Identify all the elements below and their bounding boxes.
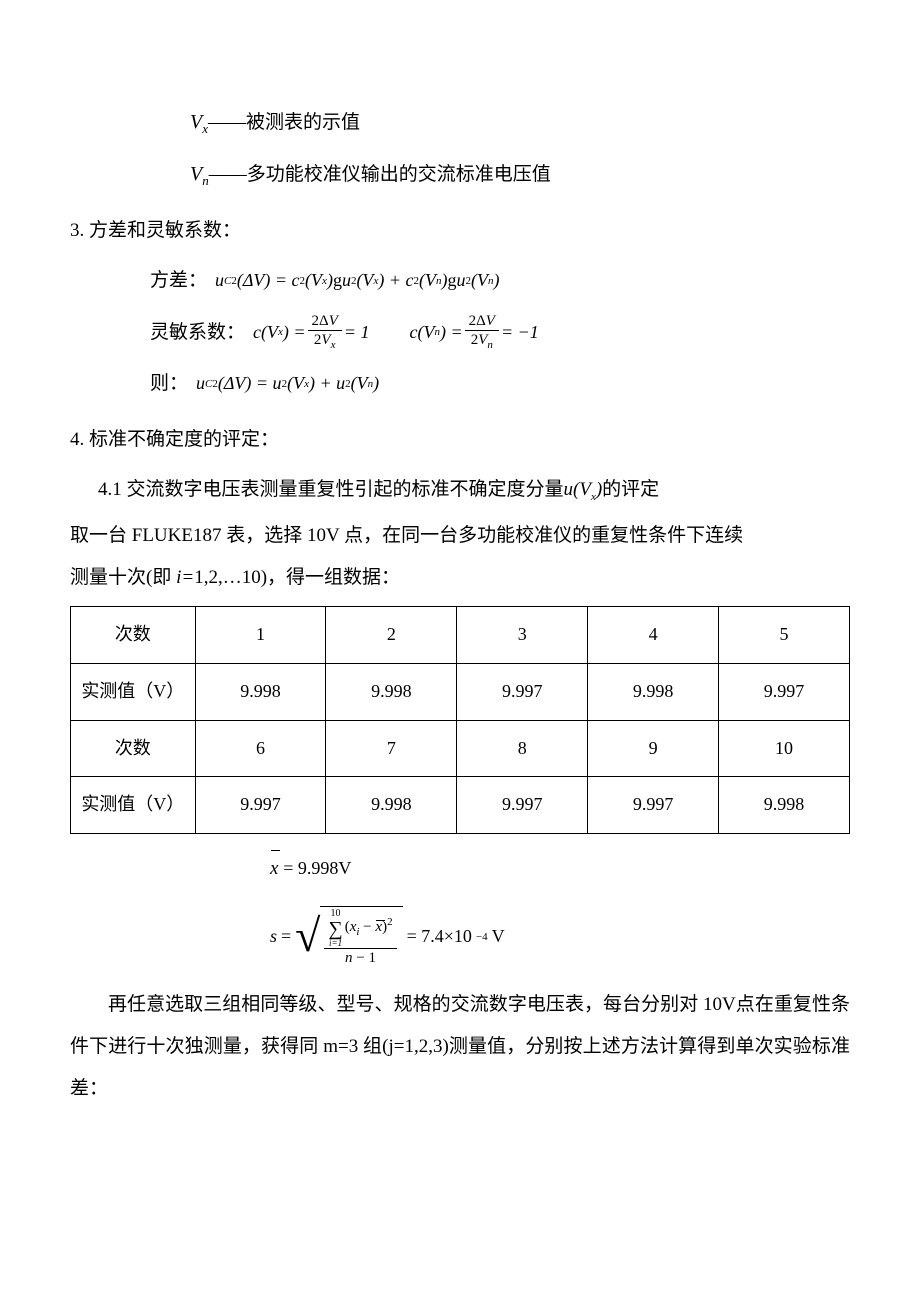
vn-symbol: V bbox=[190, 163, 202, 185]
cell: 9.998 bbox=[326, 777, 457, 834]
row3-label: 次数 bbox=[71, 720, 196, 777]
cvx-formula: c(Vx) = 2ΔV 2Vx = 1 bbox=[253, 312, 370, 352]
then-line: 则： uC2(ΔV) = u2(Vx) + u2(Vn) bbox=[150, 363, 850, 405]
sensitivity-label: 灵敏系数： bbox=[150, 312, 245, 354]
cell: 9.997 bbox=[457, 663, 588, 720]
cell: 9.998 bbox=[588, 663, 719, 720]
cell: 3 bbox=[457, 607, 588, 664]
mean-formula: x = 9.998V bbox=[270, 848, 850, 890]
cell: 9.997 bbox=[588, 777, 719, 834]
definition-vx: Vx——被测表的示值 bbox=[190, 100, 850, 144]
s-result: = 7.4×10 bbox=[407, 917, 472, 957]
section-4-1: 4.1 交流数字电压表测量重复性引起的标准不确定度分量u(Vx)的评定 bbox=[98, 469, 850, 511]
variance-formula: uC2(ΔV) = c2(Vx)gu2(Vx) + c2(Vn)gu2(Vn) bbox=[215, 261, 499, 301]
sub41-suffix: 的评定 bbox=[602, 479, 659, 500]
sub41-prefix: 4.1 交流数字电压表测量重复性引起的标准不确定度分量 bbox=[98, 479, 564, 500]
para2: 再任意选取三组相同等级、型号、规格的交流数字电压表，每台分别对 10V点在重复性… bbox=[70, 984, 850, 1109]
cell: 9.997 bbox=[195, 777, 326, 834]
xbar: x bbox=[270, 848, 278, 890]
variance-line: 方差： uC2(ΔV) = c2(Vx)gu2(Vx) + c2(Vn)gu2(… bbox=[150, 260, 850, 302]
cell: 2 bbox=[326, 607, 457, 664]
table-row: 次数 1 2 3 4 5 bbox=[71, 607, 850, 664]
row1-label: 次数 bbox=[71, 607, 196, 664]
cell: 9 bbox=[588, 720, 719, 777]
cell: 9.997 bbox=[719, 663, 850, 720]
cell: 9.997 bbox=[457, 777, 588, 834]
mean-value: = 9.998V bbox=[283, 858, 351, 878]
cell: 6 bbox=[195, 720, 326, 777]
s-exp: −4 bbox=[476, 925, 488, 949]
para1a: 取一台 FLUKE187 表，选择 10V 点，在同一台多功能校准仪的重复性条件… bbox=[70, 525, 743, 546]
section-3-title: 3. 方差和灵敏系数： bbox=[70, 210, 850, 252]
cell: 9.998 bbox=[195, 663, 326, 720]
table-row: 次数 6 7 8 9 10 bbox=[71, 720, 850, 777]
then-label: 则： bbox=[150, 363, 188, 405]
s-var: s bbox=[270, 917, 277, 957]
cell: 7 bbox=[326, 720, 457, 777]
cell: 9.998 bbox=[719, 777, 850, 834]
cvn-formula: c(Vn) = 2ΔV 2Vn = −1 bbox=[410, 312, 539, 352]
data-table: 次数 1 2 3 4 5 实测值（V） 9.998 9.998 9.997 9.… bbox=[70, 606, 850, 833]
para1b: 测量十次(即 bbox=[70, 567, 176, 588]
vn-desc: ——多功能校准仪输出的交流标准电压值 bbox=[209, 164, 551, 185]
cell: 5 bbox=[719, 607, 850, 664]
row2-label: 实测值（V） bbox=[71, 663, 196, 720]
table-row: 实测值（V） 9.998 9.998 9.997 9.998 9.997 bbox=[71, 663, 850, 720]
i-var: i= bbox=[176, 567, 194, 588]
s-unit: V bbox=[492, 917, 505, 957]
s-formula: s = √ 10 ∑ i=1 (xi − x)2 n − 1 = bbox=[270, 906, 850, 969]
cell: 4 bbox=[588, 607, 719, 664]
eq-sign: = bbox=[281, 917, 291, 957]
variance-label: 方差： bbox=[150, 260, 207, 302]
vx-symbol: V bbox=[190, 111, 202, 133]
definition-vn: Vn——多功能校准仪输出的交流标准电压值 bbox=[190, 152, 850, 196]
cell: 9.998 bbox=[326, 663, 457, 720]
then-formula: uC2(ΔV) = u2(Vx) + u2(Vn) bbox=[196, 364, 379, 404]
sub41-uvx: u(Vx) bbox=[564, 479, 603, 500]
vx-desc: ——被测表的示值 bbox=[208, 112, 360, 133]
table-row: 实测值（V） 9.997 9.998 9.997 9.997 9.998 bbox=[71, 777, 850, 834]
row4-label: 实测值（V） bbox=[71, 777, 196, 834]
sqrt-expr: √ 10 ∑ i=1 (xi − x)2 n − 1 bbox=[295, 906, 402, 969]
para1c: 1,2,…10)，得一组数据： bbox=[194, 567, 400, 588]
cell: 8 bbox=[457, 720, 588, 777]
cell: 10 bbox=[719, 720, 850, 777]
sensitivity-line: 灵敏系数： c(Vx) = 2ΔV 2Vx = 1 c(Vn) = 2ΔV 2V… bbox=[150, 312, 850, 354]
cell: 1 bbox=[195, 607, 326, 664]
para1: 取一台 FLUKE187 表，选择 10V 点，在同一台多功能校准仪的重复性条件… bbox=[70, 515, 850, 599]
section-4-title: 4. 标准不确定度的评定： bbox=[70, 419, 850, 461]
